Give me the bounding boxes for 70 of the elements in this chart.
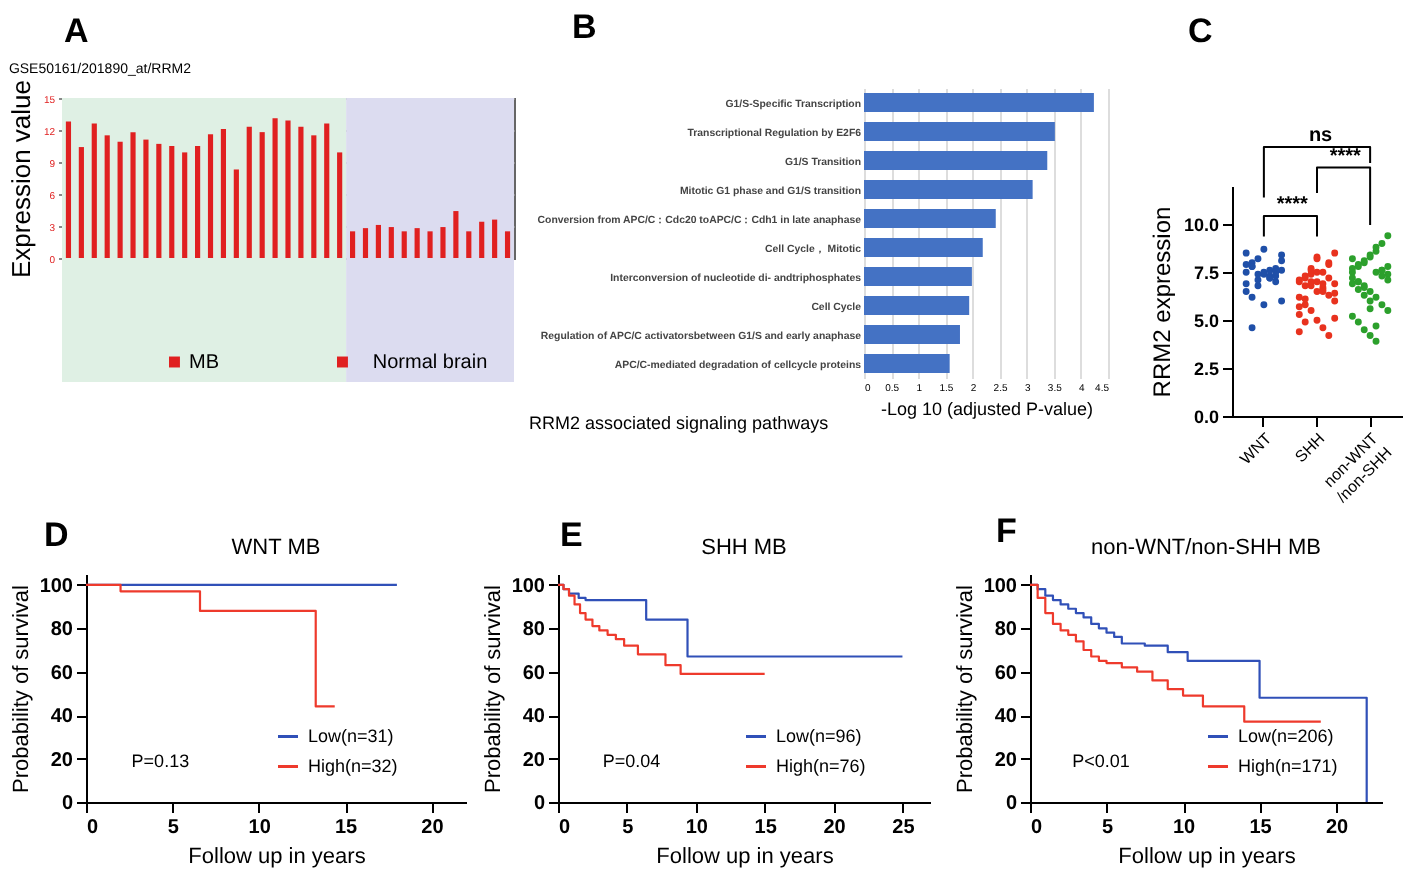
y-tick-label: 2.5	[1193, 359, 1219, 380]
x-tick-label: 5	[622, 817, 635, 839]
y-tick-label: 60	[50, 662, 74, 685]
legend-label: Normal brain	[372, 352, 488, 374]
x-axis-title: Follow up in years	[1118, 845, 1297, 869]
y-axis-title: Probability of survival	[481, 585, 506, 793]
annotation: ****	[1276, 193, 1308, 216]
x-tick-label: 10	[685, 817, 709, 839]
y-tick-label: 7.5	[1193, 263, 1219, 284]
y-tick-label: 100	[39, 575, 74, 598]
y-axis-title: RRM2 expression	[1147, 206, 1176, 398]
chart-title: SHH MB	[701, 536, 787, 560]
y-tick-label: 0	[61, 793, 74, 815]
y-tick-label: 0.0	[1193, 407, 1219, 427]
x-tick-label: 15	[334, 817, 359, 839]
text: B	[572, 8, 597, 48]
text: D	[44, 516, 69, 556]
chart-title: WNT MB	[231, 536, 321, 560]
x-axis-title: -Log 10 (adjusted P-value)	[880, 399, 1094, 419]
text: ****	[1329, 145, 1362, 168]
y-tick-label: 80	[522, 619, 546, 642]
y-axis-title: RRM2 associated signaling pathways	[529, 413, 830, 433]
x-tick-label: 20	[421, 817, 445, 839]
x-tick-label: 0	[1031, 817, 1043, 839]
x-tick-label: 0	[559, 817, 571, 839]
legend-label: MB	[189, 352, 220, 374]
x-axis-title: Follow up in years	[188, 845, 367, 869]
x-tick-label: 10	[248, 817, 272, 839]
x-tick-label: 0	[87, 817, 99, 839]
y-tick-label: 20	[994, 749, 1018, 772]
legend-label: Low(n=206)	[1238, 726, 1334, 747]
chart-title: non-WNT/non-SHH MB	[1091, 536, 1321, 560]
annotation: P=0.13	[131, 750, 190, 771]
y-axis-title: Expression value	[5, 80, 36, 278]
y-tick-label: 0	[1005, 793, 1018, 815]
annotation: P=0.04	[602, 750, 661, 771]
y-tick-label: 40	[50, 706, 74, 729]
text: C	[1188, 12, 1213, 52]
x-axis-title: Follow up in years	[656, 845, 835, 869]
x-tick-label: 5	[1101, 817, 1114, 839]
legend-label: High(n=76)	[776, 756, 866, 777]
legend-label: Low(n=96)	[776, 726, 862, 747]
y-tick-label: 20	[50, 749, 74, 772]
text: A	[64, 12, 89, 52]
x-tick-label: 10	[1172, 817, 1197, 839]
x-tick-label: 20	[1325, 817, 1350, 839]
text: ns	[1308, 124, 1334, 147]
y-tick-label: 20	[522, 749, 546, 772]
y-tick-label: 40	[994, 706, 1018, 729]
annotation: P<0.01	[1072, 750, 1130, 771]
y-axis-title: Probability of survival	[953, 585, 978, 793]
y-tick-label: 10.0	[1183, 215, 1219, 236]
legend-label: High(n=171)	[1238, 756, 1338, 777]
y-axis-title: Probability of survival	[9, 585, 34, 793]
x-tick-label: 5	[167, 817, 180, 839]
y-tick-label: 60	[994, 662, 1018, 685]
y-tick-label: 60	[522, 662, 546, 685]
y-tick-label: 40	[522, 706, 546, 729]
y-tick-label: 100	[983, 575, 1018, 598]
y-tick-label: 80	[994, 619, 1018, 642]
y-tick-label: 100	[511, 575, 546, 598]
x-tick-label: 15	[1249, 817, 1273, 839]
y-tick-label: 5.0	[1193, 311, 1219, 332]
y-tick-label: 80	[50, 619, 74, 642]
x-tick-label: 25	[892, 817, 916, 839]
text: E	[560, 516, 583, 556]
text: F	[996, 512, 1017, 552]
y-tick-label: 0	[533, 793, 546, 815]
legend-label: Low(n=31)	[308, 726, 394, 747]
legend-label: High(n=32)	[308, 756, 398, 777]
